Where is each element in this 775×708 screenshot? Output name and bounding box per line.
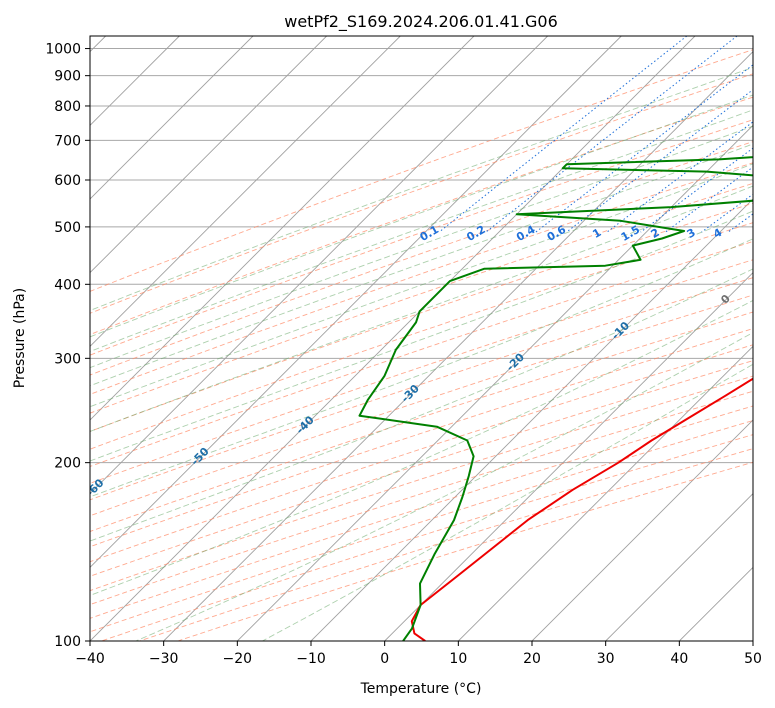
temperature-profile-line <box>410 377 753 641</box>
isotherm-line <box>163 51 753 641</box>
dry-adiabat-line <box>90 405 753 619</box>
isotherm-line <box>90 36 401 347</box>
isotherm-line <box>90 36 475 421</box>
y-tick-label: 800 <box>54 99 81 115</box>
moist-adiabat-line <box>90 109 753 352</box>
mixing-ratio-line <box>438 36 688 233</box>
isotherm-line <box>310 198 753 641</box>
moist-adiabat-line <box>90 66 753 311</box>
moist-adiabat-line <box>90 125 753 369</box>
y-tick-label: 900 <box>54 69 81 85</box>
moist-adiabat-line <box>90 163 753 408</box>
moist-adiabat-line <box>135 332 753 641</box>
y-tick-label: 100 <box>54 634 81 650</box>
y-axis-title: Pressure (hPa) <box>12 288 28 388</box>
moist-adiabat-line <box>90 210 753 462</box>
x-tick-label: 20 <box>523 651 541 667</box>
dry-adiabat-line <box>90 420 753 633</box>
moist-adiabat-line <box>262 363 753 641</box>
y-tick-label: 500 <box>54 220 81 236</box>
dry-adiabat-line <box>101 434 753 641</box>
y-tick-label: 1000 <box>45 42 81 58</box>
y-tick-label: 600 <box>54 173 81 189</box>
isotherm-line <box>605 493 753 641</box>
x-tick-label: −20 <box>223 651 253 667</box>
isotherm-line <box>90 36 254 200</box>
y-axis: 100 200 300 400 500 600 700 800 900 1000 <box>45 42 90 650</box>
y-tick-label: 400 <box>54 277 81 293</box>
dry-adiabat-line <box>90 375 753 592</box>
mixing-ratio-label: 6 <box>750 226 763 241</box>
moist-adiabat-line <box>90 299 753 596</box>
x-tick-label: 10 <box>449 651 467 667</box>
moist-adiabat-line <box>90 185 753 432</box>
y-tick-label: 700 <box>54 133 81 149</box>
x-axis: −40 −30 −20 −10 0 10 20 30 40 50 <box>75 641 762 667</box>
x-tick-label: 40 <box>670 651 688 667</box>
moist-adiabat-line <box>90 94 753 338</box>
y-tick-label: 300 <box>54 351 81 367</box>
y-tick-label: 200 <box>54 456 81 472</box>
x-tick-label: 30 <box>597 651 615 667</box>
isotherm-line <box>90 36 327 274</box>
x-tick-label: 0 <box>380 651 389 667</box>
dry-adiabat-line <box>90 240 753 467</box>
mixing-ratio-line <box>606 121 753 233</box>
x-axis-title: Temperature (°C) <box>360 681 482 697</box>
dry-adiabat-line <box>90 294 753 517</box>
dry-adiabat-line <box>90 390 753 606</box>
dry-adiabat-line <box>90 328 753 548</box>
isotherm-line <box>90 36 548 495</box>
mixing-ratio-line <box>535 64 753 233</box>
dry-adiabat-line <box>90 162 753 395</box>
isotherm-line <box>90 36 622 568</box>
dry-adiabat-line <box>90 277 753 501</box>
x-tick-label: −10 <box>296 651 326 667</box>
plot-area <box>90 36 753 641</box>
dewpoint-profile-line <box>358 156 753 641</box>
dry-adiabat-line <box>90 119 753 356</box>
x-tick-label: 50 <box>744 651 762 667</box>
mixing-ratio-line <box>566 89 753 233</box>
background-lines <box>90 36 753 641</box>
isotherm-line <box>237 124 753 641</box>
isotherm-line <box>458 345 753 641</box>
isotherm-line <box>384 272 753 641</box>
plot-frame <box>89 35 754 642</box>
sounding-profiles <box>358 156 753 641</box>
isotherm-line <box>90 36 696 641</box>
isotherm-line <box>531 419 753 641</box>
x-tick-label: −30 <box>149 651 179 667</box>
x-tick-label: −40 <box>75 651 105 667</box>
chart-title: wetPf2_S169.2024.206.01.41.G06 <box>284 12 558 32</box>
dry-adiabat-line <box>90 202 753 432</box>
